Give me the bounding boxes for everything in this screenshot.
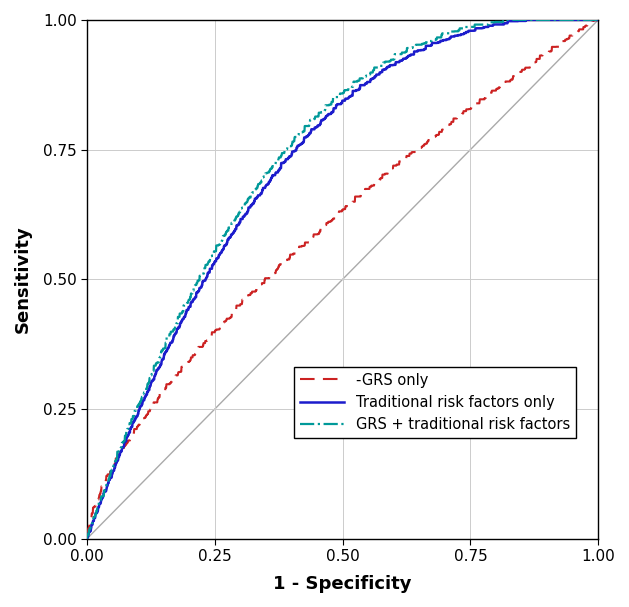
-GRS only: [593, 16, 601, 24]
Traditional risk factors only: [580, 16, 587, 24]
Traditional risk factors only: [109, 467, 117, 474]
GRS + traditional risk factors: [109, 463, 117, 470]
-GRS only: [486, 89, 493, 97]
Traditional risk factors only: [594, 16, 602, 24]
-GRS only: [332, 214, 340, 222]
-GRS only: [318, 224, 326, 231]
-GRS only: [84, 535, 91, 542]
-GRS only: [109, 464, 117, 472]
-GRS only: [594, 16, 602, 24]
Line: -GRS only: -GRS only: [87, 20, 598, 538]
GRS + traditional risk factors: [332, 93, 340, 101]
-GRS only: [580, 24, 587, 31]
Traditional risk factors only: [318, 117, 326, 124]
Legend: -GRS only, Traditional risk factors only, GRS + traditional risk factors: -GRS only, Traditional risk factors only…: [294, 367, 576, 438]
Line: Traditional risk factors only: Traditional risk factors only: [87, 20, 598, 538]
Traditional risk factors only: [332, 104, 340, 112]
GRS + traditional risk factors: [580, 16, 587, 24]
GRS + traditional risk factors: [318, 109, 326, 116]
Traditional risk factors only: [84, 535, 91, 542]
Traditional risk factors only: [580, 16, 587, 24]
X-axis label: 1 - Specificity: 1 - Specificity: [274, 575, 412, 593]
GRS + traditional risk factors: [486, 19, 493, 26]
GRS + traditional risk factors: [502, 16, 509, 24]
Y-axis label: Sensitivity: Sensitivity: [14, 225, 32, 333]
GRS + traditional risk factors: [84, 535, 91, 542]
Line: GRS + traditional risk factors: GRS + traditional risk factors: [87, 20, 598, 538]
GRS + traditional risk factors: [580, 16, 587, 24]
Traditional risk factors only: [522, 16, 530, 24]
Traditional risk factors only: [486, 22, 493, 29]
GRS + traditional risk factors: [594, 16, 602, 24]
-GRS only: [579, 25, 587, 33]
